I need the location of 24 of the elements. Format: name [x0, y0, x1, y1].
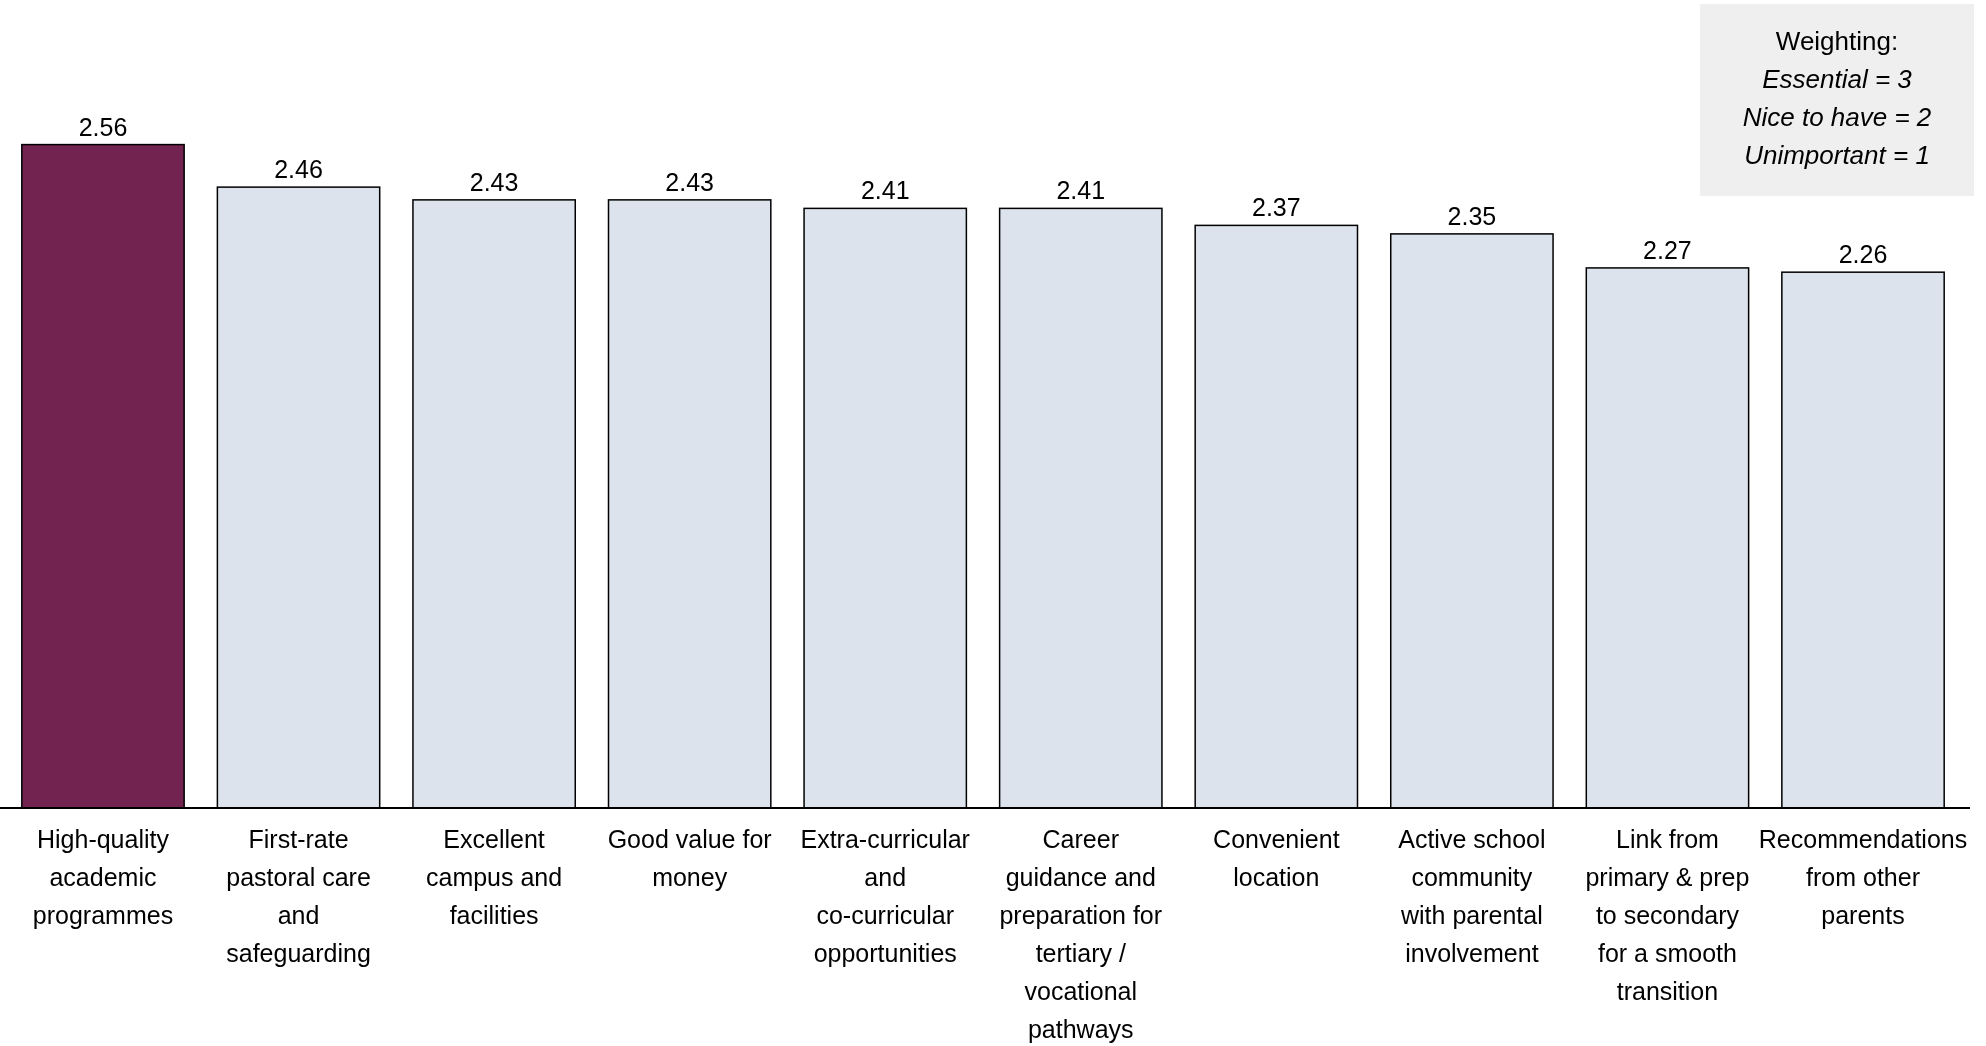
annotation: Nice to have = 2 [1742, 102, 1932, 132]
x-tick-label: Extra-curricular and co-curricular opportunities [800, 825, 970, 967]
x-tick-label: Convenient location [1213, 825, 1340, 891]
x-tick-label: Excellent campus and facilities [426, 825, 563, 929]
data-label: 2.43 [469, 167, 519, 196]
x-tick-label: Active school community with parental involvement [1398, 825, 1546, 967]
x-tick-label: Career guidance and preparation for tertiary / vocational pathways [999, 825, 1163, 1043]
annotation: Unimportant = 1 [1744, 140, 1930, 170]
data-label: 2.41 [1056, 176, 1106, 205]
x-tick-label: First-rate pastoral care and safeguarding [226, 825, 371, 967]
data-label: 2.56 [78, 112, 128, 141]
x-tick-label: Good value for money [607, 825, 772, 891]
data-label: 2.35 [1447, 201, 1497, 230]
data-label: 2.37 [1252, 193, 1301, 222]
data-label: 2.27 [1643, 235, 1692, 264]
data-label: 2.41 [860, 176, 910, 205]
x-tick-label: Link from primary & prep to secondary for a smooth transition [1585, 825, 1750, 1005]
annotation: Weighting: [1775, 26, 1899, 56]
data-label: 2.43 [665, 167, 714, 196]
annotation: Essential = 3 [1762, 64, 1913, 94]
data-label: 2.46 [274, 155, 323, 184]
data-label: 2.26 [1838, 240, 1888, 269]
x-tick-label: High-quality academic programmes [32, 825, 174, 929]
x-tick-label: Recommendations from other parents [1758, 825, 1968, 929]
